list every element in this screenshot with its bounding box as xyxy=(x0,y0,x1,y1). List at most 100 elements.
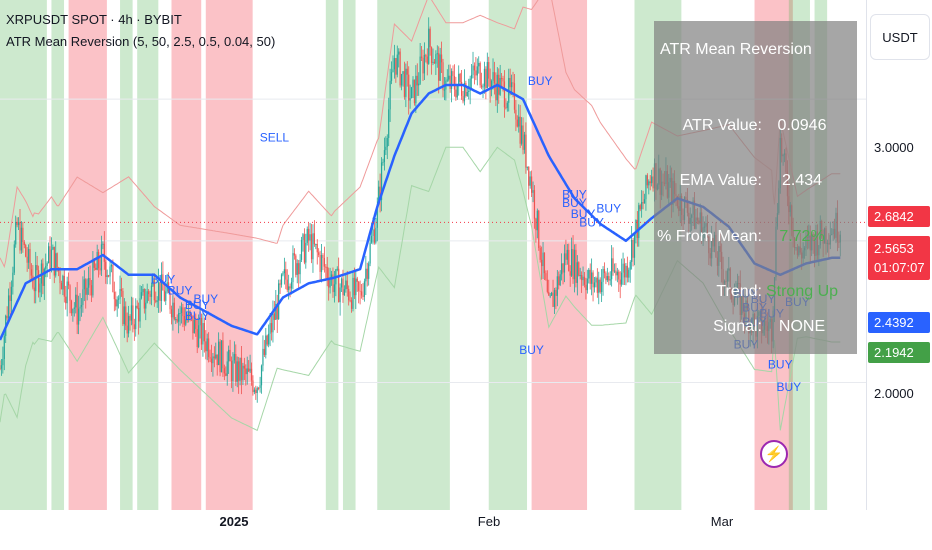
signal-buy-label: BUY xyxy=(776,380,801,394)
candle-body xyxy=(152,280,154,286)
candle-body xyxy=(286,279,288,291)
candle-body xyxy=(559,274,561,286)
trend-label: Trend: xyxy=(716,283,762,300)
candle-body xyxy=(279,283,281,285)
candle-body xyxy=(139,298,141,322)
regime-band-down xyxy=(205,0,253,510)
candle-body xyxy=(645,175,647,200)
candle-body xyxy=(456,85,458,98)
candle-body xyxy=(405,68,407,97)
candle-body xyxy=(233,353,235,361)
candle-body xyxy=(46,263,48,266)
candle-body xyxy=(75,294,77,308)
candle-body xyxy=(438,53,440,81)
candle-body xyxy=(343,289,345,296)
candle-body xyxy=(572,249,574,280)
candle-body xyxy=(60,283,63,290)
candle-body xyxy=(3,335,5,360)
candle-body xyxy=(236,361,238,382)
candle-body xyxy=(65,296,67,304)
candle-body xyxy=(148,291,150,295)
trend-value: Strong Up xyxy=(765,283,839,300)
candle-body xyxy=(523,134,526,150)
candle-body xyxy=(641,202,643,210)
candle-body xyxy=(608,276,610,281)
candle-body xyxy=(206,338,208,352)
candle-body xyxy=(53,246,55,276)
candle-body xyxy=(495,83,497,101)
candle-body xyxy=(551,292,553,296)
candle-body xyxy=(90,285,93,296)
candle-body xyxy=(172,302,174,318)
candle-body xyxy=(63,275,65,297)
currency-unit-button[interactable]: USDT xyxy=(870,14,930,60)
candle-body xyxy=(436,53,438,55)
candle-body xyxy=(392,69,394,73)
candle-body xyxy=(25,245,27,257)
candle-body xyxy=(118,298,120,300)
candle-body xyxy=(635,220,637,234)
candle-body xyxy=(526,166,528,168)
candle-body xyxy=(256,387,258,394)
stats-panel: ATR Mean Reversion ATR Value: 0.0946 EMA… xyxy=(654,21,857,354)
candle-body xyxy=(178,313,180,322)
candle-body xyxy=(103,243,105,262)
candle-body xyxy=(525,134,527,168)
candle-body xyxy=(515,109,517,120)
candle-body xyxy=(265,335,267,355)
candle-body xyxy=(10,286,13,301)
candle-body xyxy=(621,272,623,285)
candle-body xyxy=(150,285,153,297)
symbol-title[interactable]: XRPUSDT SPOT · 4h · BYBIT xyxy=(6,12,182,27)
candle-body xyxy=(163,290,165,301)
candle-body xyxy=(459,73,461,82)
candle-body xyxy=(323,257,325,267)
atr-value: 0.0946 xyxy=(777,117,827,134)
candle-body xyxy=(52,246,54,250)
candle-body xyxy=(228,349,230,362)
candle-body xyxy=(309,234,311,241)
lightning-icon[interactable]: ⚡ xyxy=(760,440,788,468)
candle-body xyxy=(651,176,653,184)
candle-body xyxy=(165,291,167,301)
candle-body xyxy=(455,89,457,98)
candle-body xyxy=(643,199,646,204)
candle-body xyxy=(432,61,434,63)
candle-body xyxy=(378,186,380,205)
candle-body xyxy=(345,280,347,290)
candle-body xyxy=(145,302,147,309)
candle-body xyxy=(618,271,620,280)
candle-body xyxy=(385,146,387,151)
signal-buy-label: BUY xyxy=(185,298,210,312)
candle-body xyxy=(128,315,130,334)
candle-body xyxy=(262,348,264,366)
candle-body xyxy=(429,28,431,48)
candle-body xyxy=(586,278,588,291)
candle-body xyxy=(649,181,651,184)
candle-body xyxy=(546,279,548,292)
time-label-2025: 2025 xyxy=(219,514,249,529)
regime-band-up xyxy=(120,0,133,510)
signal-buy-label: BUY xyxy=(562,196,587,210)
candle-body xyxy=(350,300,353,309)
candle-body xyxy=(303,234,305,263)
lower-band-price-label: 2.1942 xyxy=(868,342,930,363)
candle-body xyxy=(130,305,133,321)
indicator-title[interactable]: ATR Mean Reversion (5, 50, 2.5, 0.5, 0.0… xyxy=(6,34,276,49)
candle-body xyxy=(372,229,374,236)
candle-body xyxy=(32,275,34,288)
candle-body xyxy=(370,235,373,243)
candle-body xyxy=(113,291,115,300)
candle-body xyxy=(355,278,357,296)
candle-body xyxy=(72,308,74,314)
candle-body xyxy=(338,268,340,303)
candle-body xyxy=(483,68,486,87)
candle-body xyxy=(452,71,454,77)
regime-band-up xyxy=(325,0,339,510)
candle-body xyxy=(159,282,161,301)
candle-body xyxy=(556,276,558,296)
candle-body xyxy=(462,95,464,102)
candle-body xyxy=(29,248,31,270)
candle-body xyxy=(66,281,68,304)
candle-body xyxy=(92,260,94,296)
